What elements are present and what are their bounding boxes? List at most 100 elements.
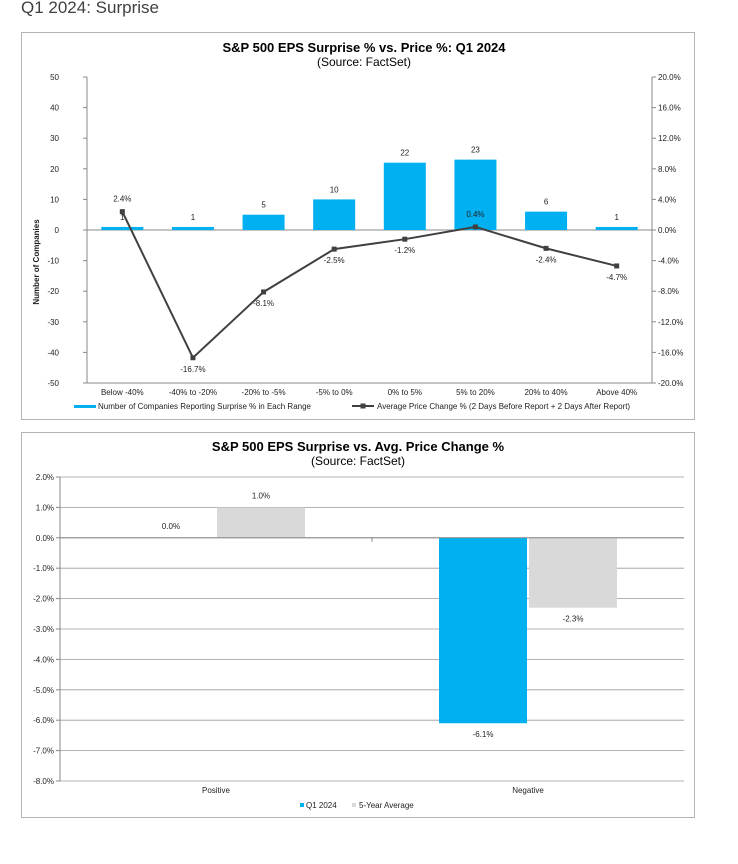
- price-change-label: -8.1%: [253, 299, 274, 308]
- chart-2-data-labels: 0.0% -6.1% 1.0% -2.3%: [162, 491, 584, 739]
- category-label: 0% to 5%: [388, 388, 422, 397]
- bar-value-label: 5: [261, 201, 266, 210]
- bar-companies: [454, 159, 497, 230]
- right-tick-label: -12.0%: [658, 318, 683, 327]
- right-tick-label: 8.0%: [658, 165, 676, 174]
- price-change-label: -16.7%: [180, 365, 205, 374]
- y-tick-label: -7.0%: [33, 747, 54, 756]
- price-change-point: [331, 246, 337, 252]
- chart-1-data-labels: 1 1 5 10 22 23 6 1 2.4% -16.7% -8.1% -2.5% -1.2% 0.4%…: [113, 146, 627, 374]
- price-change-label: -2.4%: [536, 255, 557, 264]
- right-tick-label: -4.0%: [658, 257, 679, 266]
- bar-value-label: -6.1%: [473, 730, 494, 739]
- bar-5-year-average: [217, 507, 305, 538]
- y-tick-label: -5.0%: [33, 686, 54, 695]
- bar-companies: [171, 226, 214, 230]
- price-change-label: 2.4%: [113, 195, 131, 204]
- price-change-point: [402, 236, 408, 242]
- right-tick-label: -8.0%: [658, 287, 679, 296]
- bar-value-label: 1: [614, 213, 619, 222]
- price-change-line: [121, 211, 617, 360]
- category-label: 20% to 40%: [524, 388, 567, 397]
- chart-2-title: S&P 500 EPS Surprise vs. Avg. Price Chan…: [212, 439, 505, 454]
- price-change-point: [472, 224, 478, 230]
- chart-2-canvas: S&P 500 EPS Surprise vs. Avg. Price Chan…: [33, 439, 684, 810]
- left-tick-label: -20: [47, 287, 59, 296]
- chart-2-axes: 2.0% 1.0% 0.0% -1.0% -2.0% -3.0% -4.0% -5.0% -6.…: [33, 473, 684, 795]
- bar-companies: [101, 226, 144, 230]
- left-tick-label: 0: [55, 226, 60, 235]
- chart-1-bars: [101, 159, 638, 230]
- eps-surprise-vs-price-chart: S&P 500 EPS Surprise % vs. Price %: Q1 2…: [21, 32, 695, 420]
- y-tick-label: 0.0%: [36, 534, 54, 543]
- page-heading: Q1 2024: Surprise: [21, 0, 159, 17]
- y-tick-label: -1.0%: [33, 564, 54, 573]
- chart-1-subtitle: (Source: FactSet): [317, 55, 411, 69]
- y-tick-label: 1.0%: [36, 503, 54, 512]
- legend-swatch-bars: [74, 405, 96, 408]
- y-tick-label: -6.0%: [33, 716, 54, 725]
- chart-1-line: [119, 209, 620, 361]
- chart-2-bars: [217, 507, 617, 724]
- left-tick-label: 10: [50, 195, 59, 204]
- bar-value-label: 23: [471, 146, 480, 155]
- bar-value-label: 22: [400, 149, 409, 158]
- chart-2-legend: Q1 2024 5-Year Average: [300, 801, 414, 810]
- y-tick-label: -4.0%: [33, 655, 54, 664]
- bar-value-label: -2.3%: [563, 615, 584, 624]
- chart-1-canvas: S&P 500 EPS Surprise % vs. Price %: Q1 2…: [32, 40, 683, 411]
- price-change-point: [190, 355, 196, 361]
- category-label: -5% to 0%: [316, 388, 353, 397]
- y-tick-label: -2.0%: [33, 595, 54, 604]
- category-label: Below -40%: [101, 388, 144, 397]
- legend-marker-line: [360, 403, 366, 409]
- category-label: -40% to -20%: [169, 388, 217, 397]
- bar-q1-2024: [439, 537, 527, 724]
- chart-1-legend: Number of Companies Reporting Surprise %…: [74, 402, 630, 411]
- right-tick-label: 12.0%: [658, 134, 681, 143]
- price-change-point: [119, 209, 125, 215]
- left-tick-label: 20: [50, 165, 59, 174]
- bar-value-label: 0.0%: [162, 522, 180, 531]
- legend-label-bars: Number of Companies Reporting Surprise %…: [98, 402, 312, 411]
- legend-swatch-q1-2024: [300, 803, 304, 807]
- bar-value-label: 10: [330, 185, 339, 194]
- chart-2-subtitle: (Source: FactSet): [311, 454, 405, 468]
- left-tick-label: -30: [47, 318, 59, 327]
- bar-5-year-average: [529, 537, 617, 608]
- right-tick-label: 16.0%: [658, 104, 681, 113]
- y-tick-label: -3.0%: [33, 625, 54, 634]
- left-tick-label: -10: [47, 257, 59, 266]
- right-tick-label: -20.0%: [658, 379, 683, 388]
- y-tick-label: 2.0%: [36, 473, 54, 482]
- chart-1-title: S&P 500 EPS Surprise % vs. Price %: Q1 2…: [222, 40, 506, 55]
- right-tick-label: 20.0%: [658, 73, 681, 82]
- bar-companies: [595, 226, 638, 230]
- price-change-point: [614, 263, 620, 269]
- left-tick-label: 30: [50, 134, 59, 143]
- bar-companies: [525, 211, 568, 230]
- legend-label-line: Average Price Change % (2 Days Before Re…: [377, 402, 630, 411]
- legend-swatch-5-year-average: [352, 803, 356, 807]
- chart-2-gridlines: [60, 476, 684, 782]
- bar-value-label: 1: [120, 213, 125, 222]
- y-tick-label: -8.0%: [33, 777, 54, 786]
- left-tick-label: -50: [47, 379, 59, 388]
- price-change-label: -1.2%: [394, 246, 415, 255]
- price-change-label: -4.7%: [606, 273, 627, 282]
- category-label: 5% to 20%: [456, 388, 495, 397]
- price-change-label: -2.5%: [324, 256, 345, 265]
- bar-value-label: 1.0%: [252, 491, 270, 500]
- right-tick-label: 0.0%: [658, 226, 676, 235]
- left-tick-label: -40: [47, 348, 59, 357]
- bar-companies: [313, 199, 356, 230]
- bar-companies: [383, 162, 426, 230]
- left-tick-label: 50: [50, 73, 59, 82]
- bar-value-label: 6: [544, 198, 549, 207]
- category-label: Positive: [202, 786, 231, 795]
- price-change-label: 0.4%: [466, 210, 484, 219]
- legend-label-q1-2024: Q1 2024: [306, 801, 337, 810]
- chart-1-axes: 50 40 30 20 10 0 -10 -20 -30 -40 -50 20.0% 16.0% 12.0…: [47, 73, 683, 397]
- left-tick-label: 40: [50, 104, 59, 113]
- category-label: Above 40%: [596, 388, 637, 397]
